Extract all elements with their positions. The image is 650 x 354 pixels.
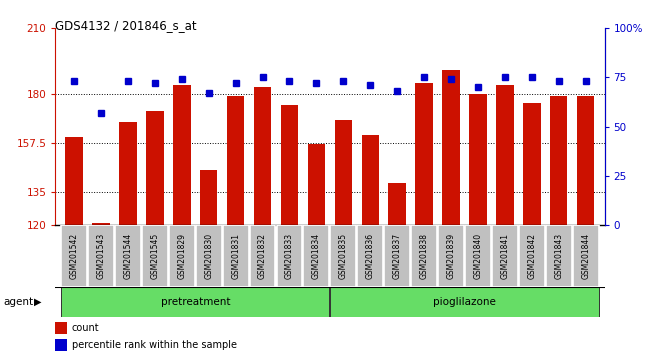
Bar: [92, 223, 110, 225]
Bar: [573, 225, 599, 287]
Bar: [469, 94, 487, 225]
Text: GSM201831: GSM201831: [231, 233, 240, 279]
Bar: [227, 96, 244, 225]
Bar: [330, 287, 599, 317]
Text: GSM201843: GSM201843: [554, 233, 564, 279]
Bar: [523, 103, 541, 225]
Bar: [146, 111, 164, 225]
Bar: [61, 287, 330, 317]
Text: agent: agent: [3, 297, 33, 307]
Text: GSM201834: GSM201834: [312, 233, 321, 279]
Text: GSM201836: GSM201836: [366, 233, 375, 279]
Bar: [546, 225, 571, 287]
Text: GSM201830: GSM201830: [204, 233, 213, 279]
Bar: [465, 225, 491, 287]
Text: GSM201832: GSM201832: [258, 233, 267, 279]
Text: pioglilazone: pioglilazone: [433, 297, 496, 307]
Text: GSM201544: GSM201544: [124, 233, 133, 279]
Bar: [169, 225, 195, 287]
Bar: [254, 87, 271, 225]
Text: ▶: ▶: [34, 297, 42, 307]
Bar: [304, 225, 330, 287]
Bar: [55, 322, 68, 334]
Bar: [415, 83, 433, 225]
Bar: [142, 225, 168, 287]
Text: GSM201542: GSM201542: [70, 233, 79, 279]
Bar: [66, 137, 83, 225]
Bar: [335, 120, 352, 225]
Text: GSM201842: GSM201842: [527, 233, 536, 279]
Text: percentile rank within the sample: percentile rank within the sample: [72, 340, 237, 350]
Bar: [358, 225, 384, 287]
Bar: [307, 144, 325, 225]
Bar: [330, 225, 356, 287]
Text: GSM201840: GSM201840: [473, 233, 482, 279]
Text: GSM201837: GSM201837: [393, 233, 402, 279]
Text: GDS4132 / 201846_s_at: GDS4132 / 201846_s_at: [55, 19, 197, 33]
Bar: [223, 225, 248, 287]
Text: GSM201545: GSM201545: [150, 233, 159, 279]
Bar: [61, 225, 87, 287]
Bar: [200, 170, 218, 225]
Bar: [361, 135, 379, 225]
Bar: [173, 85, 190, 225]
Bar: [281, 105, 298, 225]
Text: GSM201829: GSM201829: [177, 233, 187, 279]
Bar: [276, 225, 302, 287]
Text: GSM201543: GSM201543: [96, 233, 105, 279]
Bar: [496, 85, 514, 225]
Bar: [550, 96, 567, 225]
Text: GSM201844: GSM201844: [581, 233, 590, 279]
Bar: [492, 225, 518, 287]
Bar: [196, 225, 222, 287]
Text: GSM201835: GSM201835: [339, 233, 348, 279]
Bar: [115, 225, 141, 287]
Text: GSM201839: GSM201839: [447, 233, 456, 279]
Bar: [250, 225, 276, 287]
Text: GSM201833: GSM201833: [285, 233, 294, 279]
Bar: [88, 225, 114, 287]
Bar: [119, 122, 136, 225]
Bar: [519, 225, 545, 287]
Text: GSM201841: GSM201841: [500, 233, 510, 279]
Bar: [438, 225, 464, 287]
Bar: [442, 70, 460, 225]
Bar: [384, 225, 410, 287]
Bar: [411, 225, 437, 287]
Bar: [55, 339, 68, 350]
Text: GSM201838: GSM201838: [420, 233, 428, 279]
Text: pretreatment: pretreatment: [161, 297, 230, 307]
Text: count: count: [72, 323, 99, 333]
Bar: [577, 96, 594, 225]
Bar: [389, 183, 406, 225]
